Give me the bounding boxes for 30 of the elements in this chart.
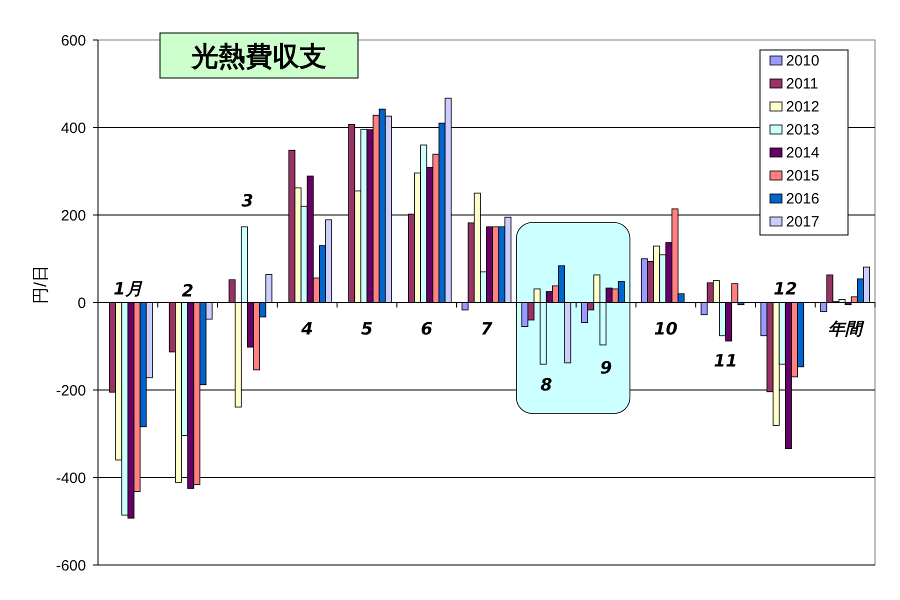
legend-label: 2011: [786, 75, 818, 92]
x-tick-label: 6: [420, 319, 433, 340]
legend-label: 2010: [786, 52, 820, 70]
chart-title: 光熱費収支: [190, 41, 326, 72]
y-tick-label: 600: [60, 32, 86, 50]
y-axis-title: 円/日: [30, 265, 50, 304]
y-tick-label: -200: [56, 382, 86, 400]
x-tick-label: 1月: [113, 279, 142, 300]
x-tick-label: 3: [242, 191, 254, 212]
legend-label: 2014: [786, 144, 820, 162]
legend-label: 2013: [786, 121, 820, 138]
x-tick-label: 7: [480, 319, 493, 340]
x-tick-label: 年間: [828, 319, 866, 340]
y-tick-label: 0: [78, 294, 86, 312]
x-tick-label: 11: [714, 351, 738, 372]
y-tick-label: -600: [56, 557, 86, 574]
x-tick-label: 4: [300, 319, 314, 340]
y-tick-label: 400: [60, 120, 86, 137]
x-tick-label: 12: [774, 279, 798, 300]
legend-label: 2016: [786, 190, 820, 208]
legend-label: 2012: [786, 98, 820, 116]
legend-label: 2017: [786, 213, 820, 230]
x-tick-label: 2: [182, 281, 194, 302]
x-tick-label: 5: [361, 319, 373, 340]
y-tick-label: -400: [56, 470, 86, 487]
y-tick-label: 200: [60, 207, 86, 224]
x-tick-label: 10: [654, 319, 678, 340]
x-tick-label: 8: [540, 375, 552, 396]
legend-label: 2015: [786, 167, 820, 184]
x-tick-label: 9: [600, 358, 612, 378]
